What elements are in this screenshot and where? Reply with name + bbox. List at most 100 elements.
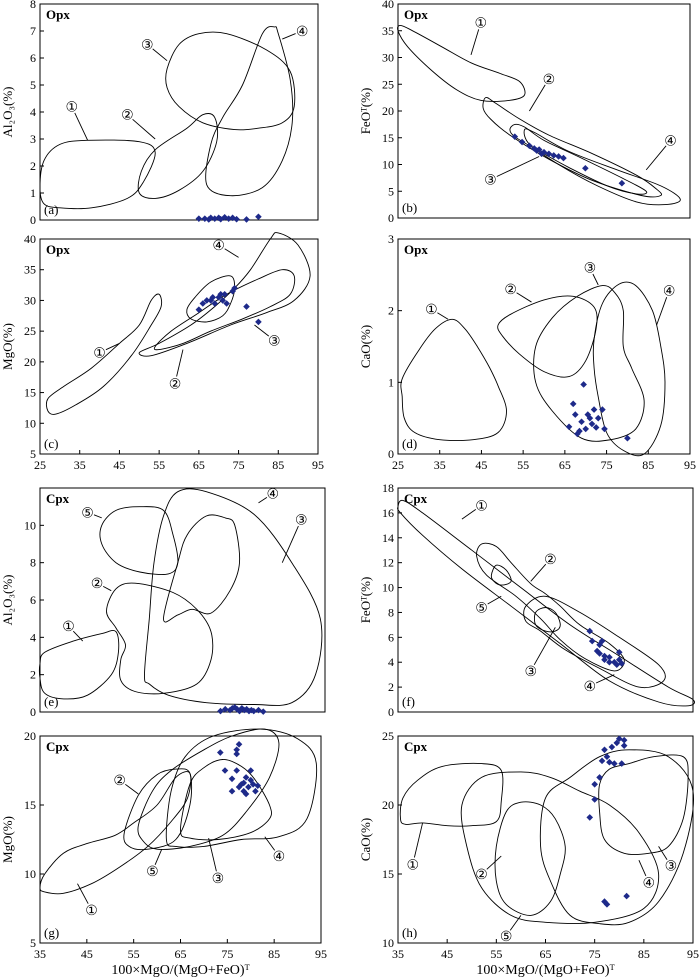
- x-tick-label: 85: [638, 947, 650, 961]
- data-point: [205, 216, 213, 223]
- y-tick-label: 6: [30, 51, 36, 65]
- field-label: ③: [484, 173, 497, 188]
- y-axis-title: MgO(%): [0, 323, 15, 370]
- panel-label: (h): [402, 925, 417, 940]
- y-tick-label: 10: [24, 867, 36, 881]
- field-label: ②: [121, 109, 134, 124]
- y-tick-label: 5: [30, 936, 36, 950]
- data-point: [606, 653, 613, 661]
- field-leader-line: [281, 525, 299, 563]
- y-tick-label: 5: [388, 184, 394, 198]
- field-outline: [497, 295, 598, 378]
- plot-frame: [39, 3, 319, 221]
- field-outline: [494, 801, 566, 916]
- field-label: ⑤: [81, 506, 94, 521]
- mineral-label: Cpx: [404, 491, 428, 506]
- x-tick-label: 35: [34, 947, 46, 961]
- x-tick-label: 45: [441, 947, 453, 961]
- field-label: ①: [475, 499, 488, 514]
- data-point: [613, 661, 621, 669]
- data-point: [588, 637, 596, 645]
- field-leader-line: [102, 586, 112, 592]
- data-point: [586, 627, 594, 635]
- field-outline: [45, 293, 163, 415]
- field-label: ⑤: [146, 865, 159, 880]
- field-label: ①: [474, 17, 487, 32]
- field-leader-line: [125, 783, 139, 795]
- field-leader-line: [529, 84, 546, 112]
- y-tick-label: 1: [388, 375, 394, 389]
- data-point: [217, 290, 224, 298]
- field-leader-line: [224, 248, 239, 258]
- field-outline: [533, 607, 561, 633]
- x-tick-label: 65: [540, 947, 552, 961]
- panel-4: 0 2 4 6 8 10 ① ② ③ ④ ⑤ Cpx (e) Al₂O₃(%): [0, 487, 326, 719]
- field-outline: [482, 96, 663, 198]
- data-point: [571, 411, 579, 418]
- y-tick-label: 15: [24, 386, 36, 400]
- data-point: [580, 381, 587, 388]
- data-point: [250, 707, 258, 715]
- data-point: [615, 735, 623, 743]
- field-leader-line: [93, 514, 102, 519]
- data-point: [582, 425, 590, 433]
- data-point: [518, 138, 526, 146]
- field-outline: [38, 630, 120, 700]
- data-point: [259, 708, 267, 715]
- y-tick-label: 8: [388, 605, 394, 619]
- data-point: [538, 150, 545, 158]
- y-tick-label: 10: [382, 936, 394, 950]
- field-label: ③: [268, 334, 281, 349]
- data-point: [533, 147, 540, 154]
- mineral-label: Opx: [404, 7, 428, 22]
- x-tick-label: 95: [684, 458, 696, 472]
- data-point: [221, 705, 229, 713]
- data-point: [201, 215, 209, 222]
- data-point: [592, 424, 600, 431]
- x-tick-label: 75: [221, 947, 233, 961]
- x-tick-label: 65: [559, 458, 571, 472]
- field-label: ①: [93, 347, 106, 362]
- field-outline: [476, 542, 625, 672]
- mineral-label: Cpx: [46, 491, 70, 506]
- data-point: [233, 750, 240, 758]
- data-point: [618, 179, 626, 187]
- x-tick-label: 75: [601, 458, 613, 472]
- data-point: [599, 406, 606, 413]
- field-outline: [533, 285, 645, 442]
- data-point: [623, 892, 630, 900]
- data-point: [603, 753, 611, 760]
- data-point: [235, 740, 243, 748]
- data-point: [618, 660, 626, 667]
- y-tick-label: 2: [30, 159, 36, 173]
- data-point: [207, 297, 215, 304]
- field-label: ④: [296, 25, 309, 40]
- data-point: [217, 749, 224, 756]
- field-leader-line: [413, 822, 424, 858]
- plot-frame: [397, 3, 691, 219]
- x-tick-label: 55: [153, 458, 165, 472]
- field-label: ④: [642, 876, 655, 891]
- data-point: [511, 133, 519, 140]
- y-tick-label: 8: [30, 0, 36, 11]
- field-leader-line: [509, 915, 522, 931]
- field-label: ④: [664, 134, 677, 149]
- data-point: [211, 300, 219, 307]
- mineral-label: Opx: [46, 7, 70, 22]
- y-tick-label: 4: [30, 105, 36, 119]
- y-tick-label: 30: [382, 51, 394, 65]
- y-tick-label: 12: [382, 556, 394, 570]
- y-axis-title: Al₂O₃(%): [0, 575, 15, 626]
- data-point: [535, 146, 543, 153]
- field-leader-line: [656, 297, 668, 326]
- y-tick-label: 4: [388, 655, 394, 669]
- y-tick-label: 14: [382, 531, 394, 545]
- data-point: [601, 656, 608, 664]
- mineral-label: Cpx: [46, 739, 70, 754]
- field-label: ③: [212, 872, 225, 887]
- field-label: ④: [663, 285, 676, 300]
- field-outline: [539, 749, 694, 926]
- field-outline: [592, 281, 666, 457]
- field-outline: [39, 771, 192, 895]
- field-outline: [165, 31, 296, 131]
